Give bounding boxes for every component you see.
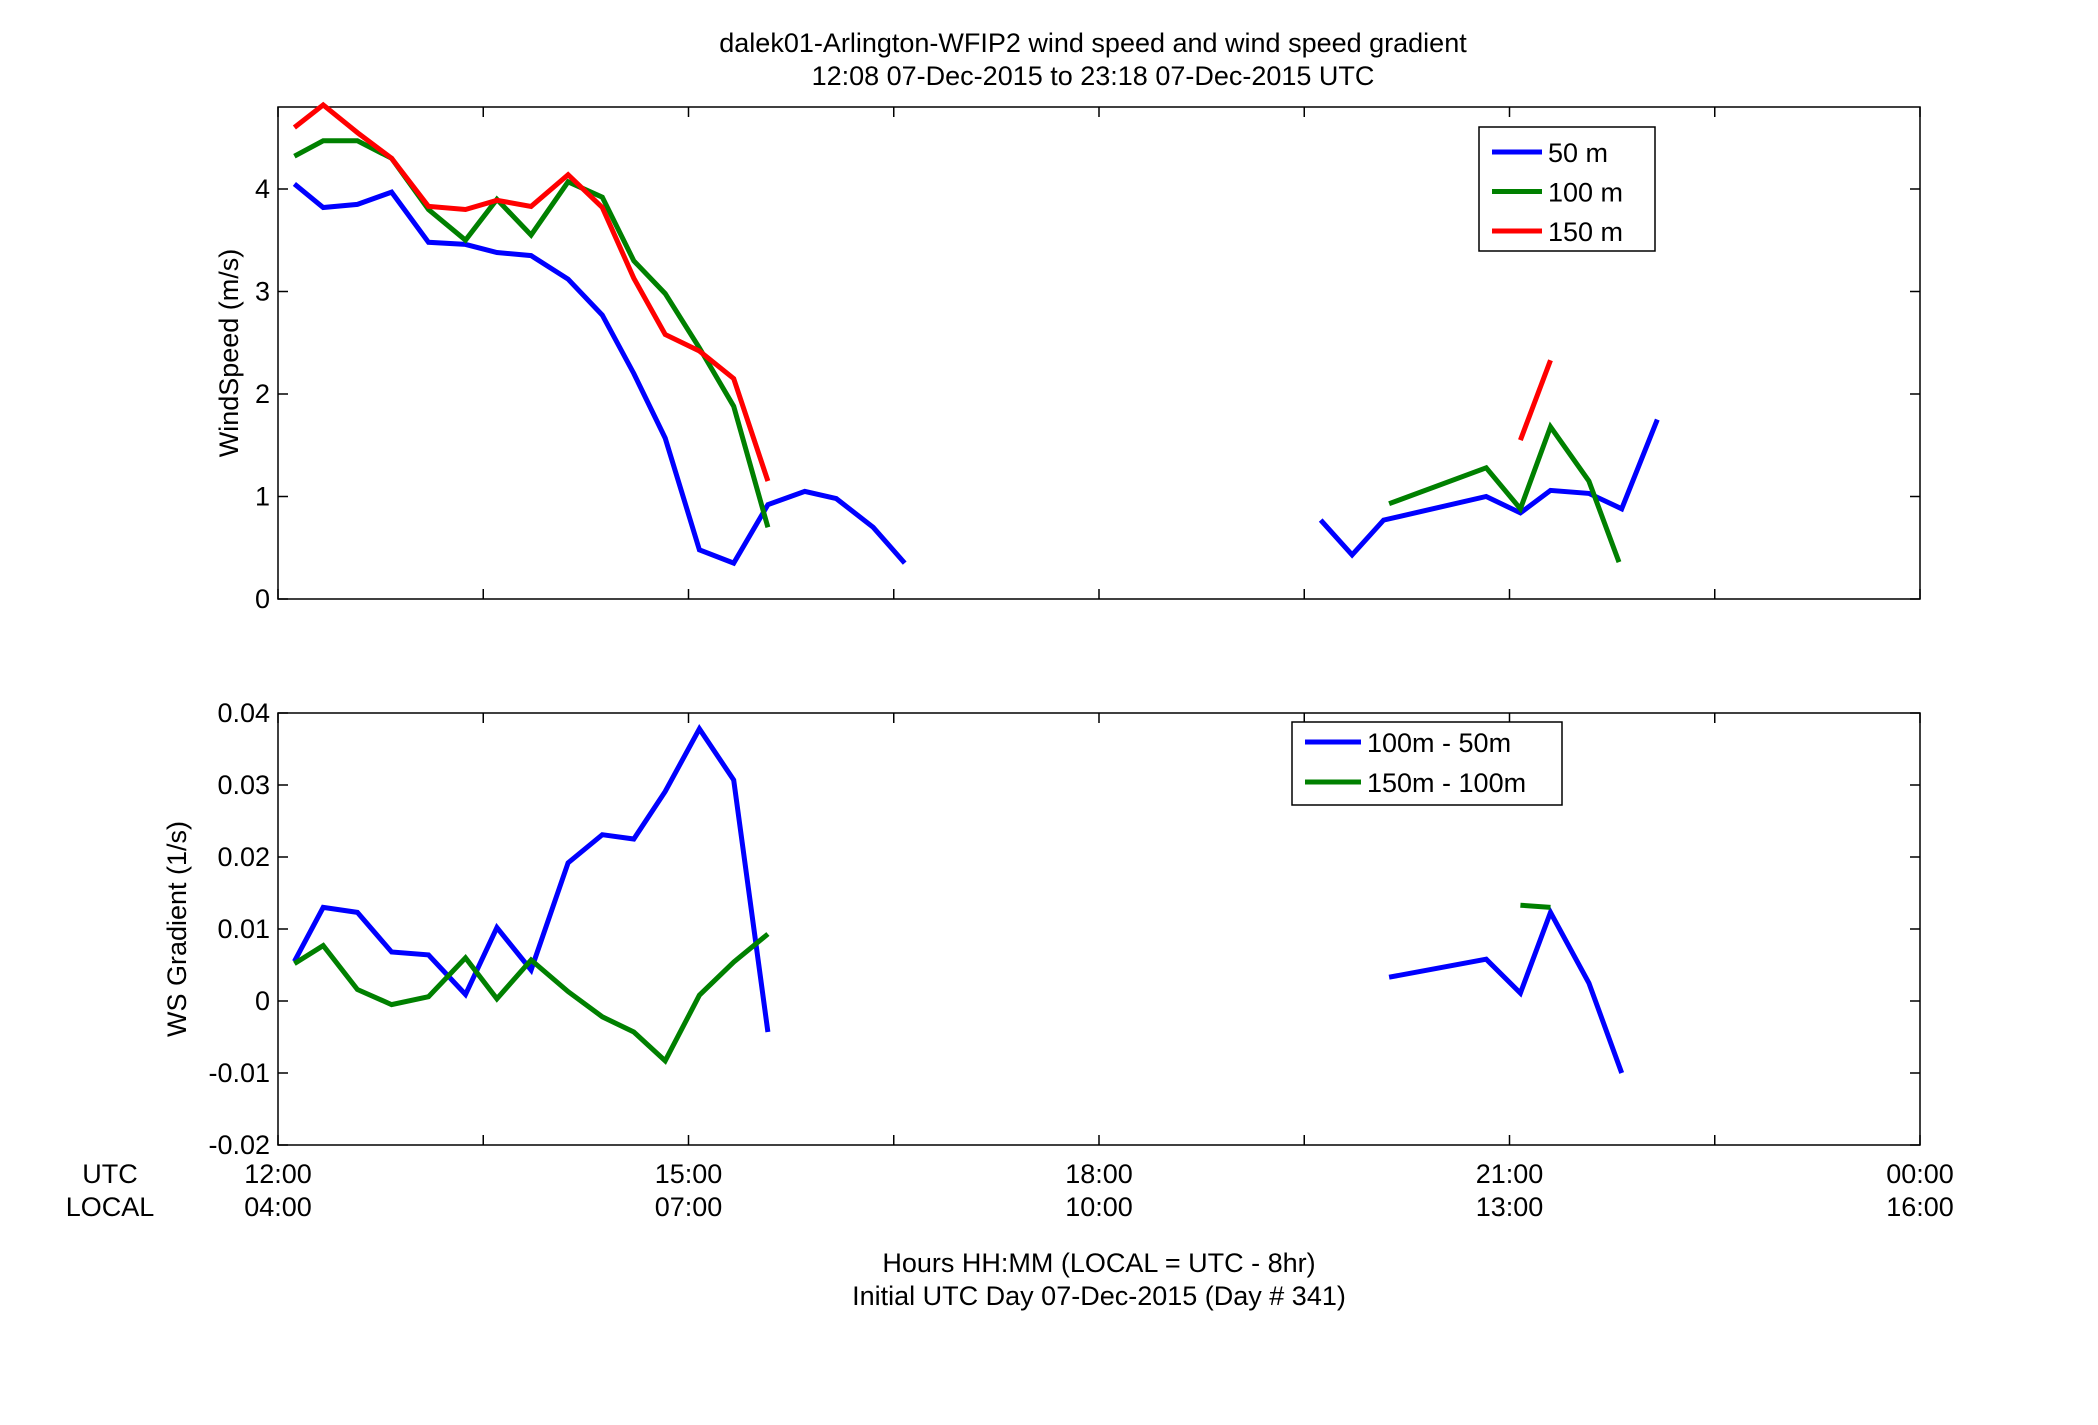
series-line-150m-100m [1520, 902, 1551, 910]
wind-speed-axes-box [277, 106, 1921, 600]
xtick-label-utc: 15:00 [655, 1159, 723, 1189]
wind-gradient-ytick-label: 0.02 [217, 842, 270, 872]
wind-speed-ytick-label: 0 [255, 584, 270, 614]
xtick-label-local: 10:00 [1065, 1192, 1133, 1222]
wind-speed-ytick-label: 1 [255, 482, 270, 512]
wind-gradient-ytick-label: -0.02 [208, 1130, 270, 1160]
wind-gradient-ytick-label: 0 [255, 986, 270, 1016]
wind-gradient-ytick-label: 0.04 [217, 698, 270, 728]
xtick-label-utc: 00:00 [1886, 1159, 1954, 1189]
xtick-label-local: 16:00 [1886, 1192, 1954, 1222]
wind-speed-ylabel: WindSpeed (m/s) [214, 249, 244, 458]
legend-entry-label: 100 m [1548, 178, 1623, 208]
series-line-100m-50m [1388, 906, 1625, 1074]
wind-gradient-legend: 100m - 50m 150m - 100m [1291, 721, 1563, 806]
wind-gradient-panel: -0.02 -0.01 0 0.01 0.02 0.03 0.04 WS Gradient … [162, 698, 1921, 1160]
figure-title-line1: dalek01-Arlington-WFIP2 wind speed and w… [719, 28, 1467, 58]
series-line-100-m [293, 138, 771, 528]
wind-gradient-ytick-label: -0.01 [208, 1058, 270, 1088]
series-line-150-m [292, 101, 771, 482]
wind-speed-ytick-label: 2 [255, 379, 270, 409]
wind-gradient-axes-box [277, 712, 1921, 1146]
xtick-label-local: 13:00 [1476, 1192, 1544, 1222]
wind-gradient-legend-box [1291, 721, 1563, 806]
legend-entry-label: 100m - 50m [1367, 728, 1511, 758]
series-line-50-m [1318, 418, 1660, 559]
utc-row-label: UTC [82, 1159, 138, 1189]
wind-speed-legend: 50 m 100 m 150 m [1478, 126, 1656, 252]
legend-entry-label: 50 m [1548, 138, 1608, 168]
wind-gradient-ytick-label: 0.03 [217, 770, 270, 800]
xtick-label-utc: 21:00 [1476, 1159, 1544, 1189]
series-line-50-m [292, 181, 907, 567]
series-line-100m-50m [292, 723, 771, 1033]
series-line-100-m [1388, 421, 1622, 563]
xtick-label-local: 04:00 [244, 1192, 312, 1222]
xtick-label-utc: 18:00 [1065, 1159, 1133, 1189]
local-row-label: LOCAL [66, 1192, 155, 1222]
wind-gradient-ytick-label: 0.01 [217, 914, 270, 944]
legend-entry-label: 150m - 100m [1367, 768, 1526, 798]
wind-gradient-ylabel: WS Gradient (1/s) [162, 821, 192, 1037]
wind-speed-panel: 0 1 2 3 4 WindSpeed (m/s) 50 m 100 m 150 m [214, 101, 1921, 614]
xtick-label-utc: 12:00 [244, 1159, 312, 1189]
xtick-label-local: 07:00 [655, 1192, 723, 1222]
wind-speed-ytick-label: 4 [255, 174, 270, 204]
figure-title-line2: 12:08 07-Dec-2015 to 23:18 07-Dec-2015 U… [812, 61, 1375, 91]
wind-speed-ytick-label: 3 [255, 277, 270, 307]
series-line-150-m [1518, 359, 1553, 441]
x-axis-label-line1: Hours HH:MM (LOCAL = UTC - 8hr) [882, 1248, 1315, 1278]
legend-entry-label: 150 m [1548, 217, 1623, 247]
series-line-150m-100m [293, 932, 770, 1065]
x-axis-label-line2: Initial UTC Day 07-Dec-2015 (Day # 341) [852, 1281, 1346, 1311]
